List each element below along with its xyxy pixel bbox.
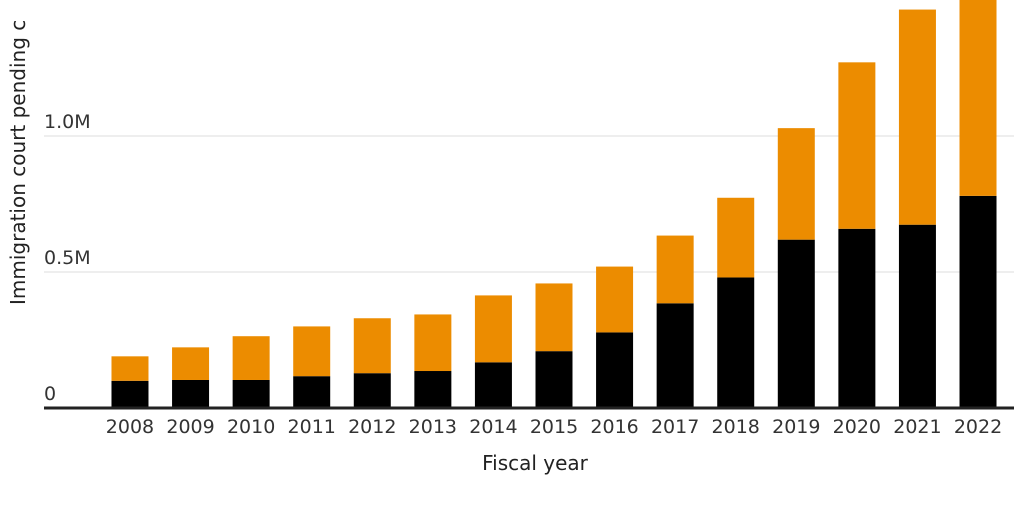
y-tick-label: 0.5M <box>44 247 91 269</box>
bar-segment <box>898 9 936 225</box>
bar-segment <box>172 379 210 408</box>
x-axis-label: Fiscal year <box>482 451 589 475</box>
x-tick-label: 2013 <box>409 416 457 438</box>
bar-segment <box>596 266 634 333</box>
bar-segment <box>535 351 573 408</box>
x-tick-label: 2015 <box>530 416 578 438</box>
x-tick-label: 2019 <box>772 416 820 438</box>
bar-segment <box>838 62 876 229</box>
bar-segment <box>959 0 997 196</box>
bar-segment <box>596 332 634 408</box>
bar-segment <box>717 197 755 278</box>
bar-segment <box>232 379 270 408</box>
bar-segment <box>959 195 997 408</box>
bar-segment <box>353 373 391 408</box>
bar-segment <box>414 314 452 372</box>
x-tick-label: 2021 <box>893 416 941 438</box>
bar-segment <box>838 228 876 408</box>
bar-segment <box>293 376 331 408</box>
x-tick-label: 2010 <box>227 416 275 438</box>
x-tick-label: 2022 <box>954 416 1002 438</box>
y-axis-label: Immigration court pending c <box>6 20 30 305</box>
x-tick-label: 2011 <box>288 416 336 438</box>
bar-segment <box>717 277 755 408</box>
bar-segment <box>474 295 512 363</box>
y-tick-label: 1.0M <box>44 111 91 133</box>
bar-segment <box>232 336 270 380</box>
x-tick-label: 2014 <box>469 416 517 438</box>
bar-segment <box>111 356 149 381</box>
x-tick-label: 2009 <box>166 416 214 438</box>
bar-segment <box>293 326 331 377</box>
bar-segment <box>172 347 210 380</box>
bar-segment <box>656 303 694 408</box>
bar-segment <box>414 371 452 408</box>
x-tick-label: 2012 <box>348 416 396 438</box>
x-tick-label: 2020 <box>833 416 881 438</box>
bar-segment <box>656 235 694 304</box>
bar-segment <box>535 283 573 352</box>
bar-segment <box>111 380 149 408</box>
bar-segment <box>777 239 815 408</box>
x-tick-label: 2018 <box>712 416 760 438</box>
bar-segment <box>777 128 815 240</box>
y-tick-label: 0 <box>44 383 56 405</box>
bar-segment <box>353 318 391 374</box>
bar-segment <box>474 362 512 408</box>
x-tick-label: 2008 <box>106 416 154 438</box>
x-tick-label: 2016 <box>590 416 638 438</box>
x-tick-label: 2017 <box>651 416 699 438</box>
bar-segment <box>898 224 936 408</box>
